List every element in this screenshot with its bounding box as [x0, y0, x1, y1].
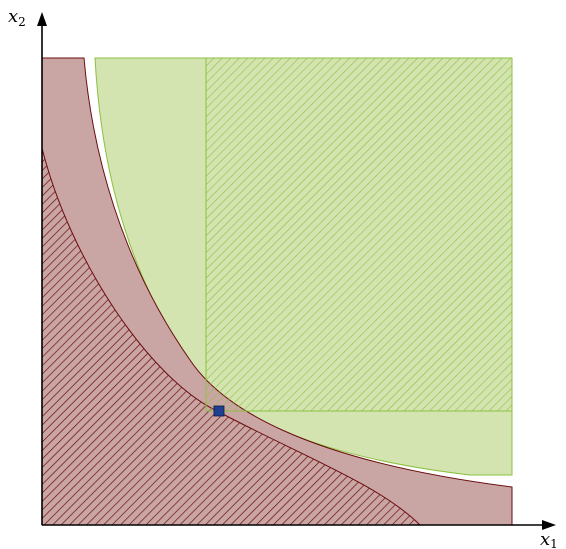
x-axis-arrowhead — [542, 520, 556, 530]
y-axis-label-letter: x — [8, 6, 18, 27]
tangency-point — [213, 405, 225, 417]
x-axis-label-letter: x — [540, 529, 550, 549]
y-axis-label-subscript: 2 — [18, 15, 26, 29]
y-axis-arrowhead — [37, 12, 47, 26]
x-axis-label-subscript: 1 — [550, 537, 558, 549]
green-hatched-rectangle — [205, 57, 513, 412]
x-axis-label: x1 — [540, 529, 558, 549]
y-axis-label: x2 — [8, 6, 26, 29]
